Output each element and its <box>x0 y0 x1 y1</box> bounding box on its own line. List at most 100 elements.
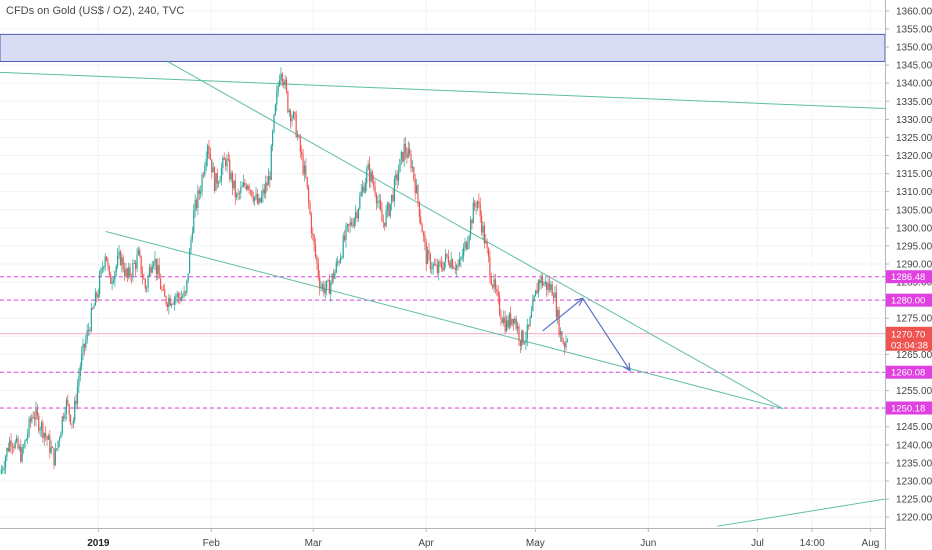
candle-body <box>24 440 26 448</box>
candle-body <box>153 263 155 266</box>
candle-body <box>212 167 214 173</box>
candle-body <box>99 274 101 295</box>
candle-body <box>122 257 124 270</box>
candle-body <box>540 276 542 284</box>
candle-body <box>224 159 227 167</box>
trendline <box>167 61 784 410</box>
candle-body <box>332 273 335 279</box>
candle-body <box>65 399 68 414</box>
price-tick-label: 1345.00 <box>896 61 932 72</box>
candle-body <box>566 340 569 342</box>
candle-body <box>277 85 279 92</box>
candle-body <box>63 416 65 419</box>
candle-body <box>114 271 116 281</box>
candle-body <box>400 151 402 160</box>
candle-body <box>259 198 261 203</box>
candle-body <box>93 305 95 309</box>
candle-body <box>515 318 517 329</box>
candle-body <box>140 255 142 274</box>
candle-body <box>56 448 58 450</box>
candle-body <box>364 183 366 193</box>
candle-body <box>421 223 423 233</box>
candle-body <box>234 180 236 197</box>
candle-body <box>413 167 415 179</box>
candle-body <box>139 250 141 256</box>
price-axis[interactable]: 1220.00 1225.00 1230.00 1235.00 1240.00 1245.… <box>885 6 932 524</box>
candle-body <box>197 190 199 209</box>
price-tick-label: 1360.00 <box>896 6 932 17</box>
candle-body <box>204 166 206 176</box>
candle-body <box>537 280 539 294</box>
candle-body <box>46 436 48 440</box>
candle-body <box>205 158 207 167</box>
candle-body <box>415 185 418 194</box>
candle-body <box>414 178 416 194</box>
candle-body <box>453 268 455 270</box>
candle-body <box>346 224 348 227</box>
candle-body <box>494 279 497 290</box>
candle-body <box>123 269 126 276</box>
candle-body <box>231 173 234 189</box>
candle-body <box>490 277 492 285</box>
candle-body <box>445 253 447 263</box>
candle-body <box>458 259 461 266</box>
candle-body <box>148 267 151 277</box>
candle-body <box>546 281 548 291</box>
candle-body <box>222 157 224 169</box>
candle-body <box>4 457 7 468</box>
price-tick-label: 1295.00 <box>896 241 932 252</box>
candle-body <box>51 447 54 449</box>
candle-body <box>536 290 538 294</box>
candle-body <box>126 268 128 277</box>
candle-body <box>402 151 404 162</box>
candle-body <box>27 434 29 439</box>
candle-body <box>242 182 245 187</box>
price-tick-label: 1265.00 <box>896 350 932 361</box>
candle-body <box>226 158 228 167</box>
candle-body <box>165 296 167 305</box>
candle-body <box>240 187 242 194</box>
candle-body <box>323 284 325 294</box>
candle-body <box>57 440 59 449</box>
candle-body <box>147 276 149 288</box>
candle-body <box>50 447 52 453</box>
time-axis[interactable]: 2019 Feb Mar Apr May Jun Jul 14:00 Aug <box>87 528 879 549</box>
candle-body <box>238 193 241 194</box>
candle-body <box>29 418 32 422</box>
price-tick-label: 1335.00 <box>896 97 932 108</box>
candle-body <box>296 135 299 138</box>
candle-body <box>186 279 188 293</box>
candle-body <box>349 222 351 226</box>
candle-body <box>541 276 544 286</box>
candle-body <box>36 409 38 416</box>
candle-body <box>72 420 74 425</box>
candle-body <box>151 265 153 273</box>
candle-body <box>262 189 264 196</box>
candle-body <box>547 283 549 291</box>
price-tick-label: 1245.00 <box>896 422 932 433</box>
candle-body <box>460 258 462 260</box>
candle-body <box>121 257 123 265</box>
candle-body <box>314 244 317 257</box>
candle-body <box>407 148 409 158</box>
candle-body <box>558 309 560 335</box>
candle-body <box>260 195 263 203</box>
candle-body <box>518 326 520 341</box>
candle-body <box>505 320 508 332</box>
candle-body <box>319 276 321 289</box>
time-tick-label: Feb <box>203 538 221 549</box>
candle-body <box>399 159 401 173</box>
candle-body <box>302 154 304 174</box>
candle-body <box>211 159 213 173</box>
candle-body <box>7 448 9 452</box>
candle-body <box>255 194 257 197</box>
candle-body <box>417 185 419 202</box>
candle-body <box>522 330 524 344</box>
candle-body <box>528 324 530 327</box>
level-badge <box>886 401 932 415</box>
candle-body <box>468 236 470 244</box>
candle-body <box>463 247 465 257</box>
candle-body <box>164 289 166 297</box>
candle-body <box>266 182 268 186</box>
